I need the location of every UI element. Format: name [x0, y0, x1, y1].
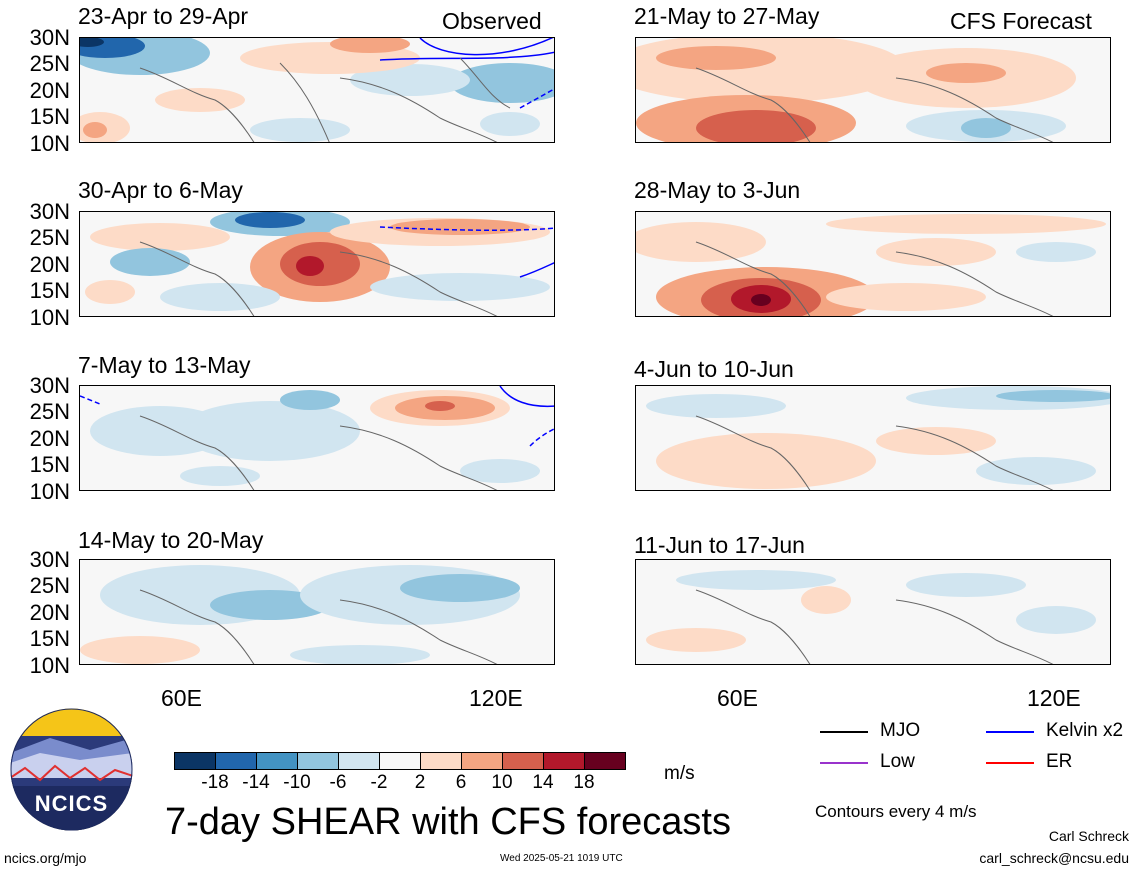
shear-map	[80, 386, 554, 490]
lat-label: 15N	[29, 278, 70, 303]
observed-tag: Observed	[442, 8, 542, 34]
shear-map	[636, 560, 1110, 664]
footer-timestamp: Wed 2025-05-21 1019 UTC	[500, 853, 623, 864]
lat-label: 10N	[29, 305, 70, 330]
colorbar-swatch	[338, 752, 380, 770]
footer-url: ncics.org/mjo	[4, 850, 87, 866]
colorbar-swatch	[174, 752, 216, 770]
map-panel-right-1	[635, 37, 1111, 143]
ncics-logo-icon	[10, 708, 133, 831]
shear-map	[636, 212, 1110, 316]
lat-label: 25N	[29, 225, 70, 250]
lat-label: 20N	[29, 78, 70, 103]
legend-line-kelvin	[986, 731, 1034, 733]
colorbar-swatch	[461, 752, 503, 770]
colorbar-label: -6	[329, 772, 347, 793]
lat-label: 10N	[29, 131, 70, 156]
panel-title-right-4: 11-Jun to 17-Jun	[634, 532, 805, 558]
lat-label: 30N	[29, 373, 70, 398]
lat-label: 15N	[29, 104, 70, 129]
contour-note: Contours every 4 m/s	[815, 802, 977, 821]
shear-map	[80, 212, 554, 316]
panel-title-right-3: 4-Jun to 10-Jun	[634, 356, 794, 382]
lat-label: 25N	[29, 573, 70, 598]
lat-label: 15N	[29, 452, 70, 477]
lat-label: 15N	[29, 626, 70, 651]
colorbar-swatch	[256, 752, 298, 770]
colorbar-label: -18	[201, 772, 229, 793]
colorbar-label: -14	[242, 772, 270, 793]
map-panel-left-2	[79, 211, 555, 317]
map-panel-right-3	[635, 385, 1111, 491]
panel-title-left-1: 23-Apr to 29-Apr	[78, 3, 249, 29]
colorbar-label: 18	[573, 772, 595, 793]
shear-map	[636, 386, 1110, 490]
legend-label-mjo: MJO	[880, 720, 921, 741]
shear-map	[80, 560, 554, 664]
map-panel-left-3	[79, 385, 555, 491]
legend-label-low: Low	[880, 751, 915, 772]
shear-map	[80, 38, 554, 142]
colorbar-swatch	[420, 752, 462, 770]
footer-email: carl_schreck@ncsu.edu	[979, 850, 1129, 866]
lon-label-left-120e: 120E	[469, 685, 523, 711]
colorbar-label: -10	[283, 772, 311, 793]
colorbar-swatch	[502, 752, 544, 770]
legend-line-er	[986, 762, 1034, 764]
map-panel-right-2	[635, 211, 1111, 317]
lat-label: 20N	[29, 600, 70, 625]
lat-label: 30N	[29, 199, 70, 224]
lat-label: 30N	[29, 547, 70, 572]
colorbar-label: 14	[532, 772, 554, 793]
panel-title-right-2: 28-May to 3-Jun	[634, 177, 801, 203]
colorbar-swatch	[379, 752, 421, 770]
lon-label-right-120e: 120E	[1027, 685, 1081, 711]
legend-label-kelvin: Kelvin x2	[1046, 720, 1124, 741]
lat-label: 20N	[29, 252, 70, 277]
lat-label: 25N	[29, 51, 70, 76]
shear-map	[636, 38, 1110, 142]
main-title: 7-day SHEAR with CFS forecasts	[165, 801, 731, 843]
panel-title-left-3: 7-May to 13-May	[78, 352, 251, 378]
colorbar-label: 6	[455, 772, 467, 793]
map-panel-left-1	[79, 37, 555, 143]
lat-label: 10N	[29, 479, 70, 504]
map-panel-right-4	[635, 559, 1111, 665]
lon-label-right-60e: 60E	[717, 685, 758, 711]
panel-title-right-1: 21-May to 27-May	[634, 3, 820, 29]
colorbar-swatch	[215, 752, 257, 770]
lat-label: 10N	[29, 653, 70, 678]
lon-label-left-60e: 60E	[161, 685, 202, 711]
legend-line-mjo	[820, 731, 868, 733]
panel-title-left-4: 14-May to 20-May	[78, 527, 264, 553]
lat-label: 30N	[29, 25, 70, 50]
colorbar-swatch	[584, 752, 626, 770]
footer-author: Carl Schreck	[1048, 828, 1129, 844]
ncics-logo: NCICS	[10, 708, 133, 831]
forecast-tag: CFS Forecast	[950, 8, 1092, 34]
colorbar-unit: m/s	[664, 763, 695, 784]
panel-title-left-2: 30-Apr to 6-May	[78, 177, 243, 203]
colorbar-label: -2	[370, 772, 388, 793]
map-panel-left-4	[79, 559, 555, 665]
colorbar-label: 10	[491, 772, 513, 793]
legend-line-low	[820, 762, 868, 764]
colorbar-swatch	[297, 752, 339, 770]
colorbar-label: 2	[414, 772, 426, 793]
logo-text: NCICS	[34, 791, 109, 816]
lat-label: 20N	[29, 426, 70, 451]
lat-label: 25N	[29, 399, 70, 424]
colorbar-swatch	[543, 752, 585, 770]
legend-label-er: ER	[1046, 751, 1073, 772]
